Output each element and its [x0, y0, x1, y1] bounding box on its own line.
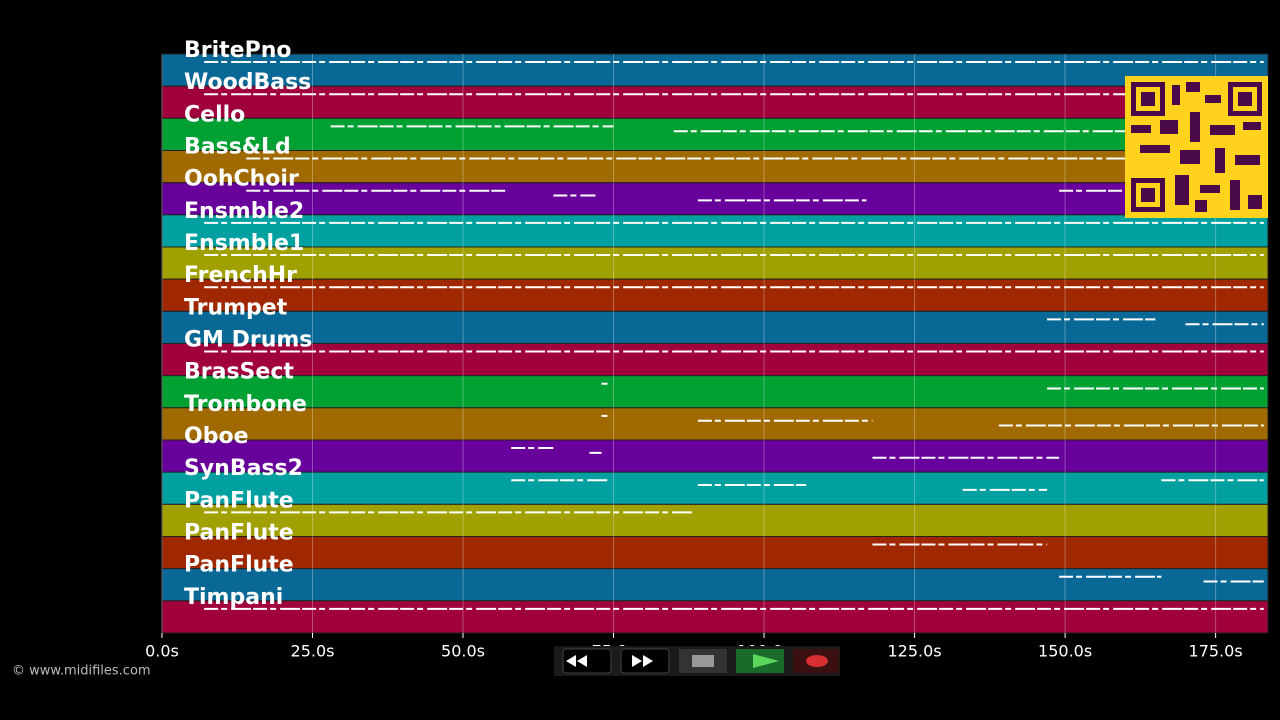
- x-tick-label: 175.0s: [1189, 642, 1243, 661]
- track-name: GM Drums: [184, 328, 312, 353]
- track-band: [161, 407, 1269, 441]
- track-band: [161, 53, 1269, 87]
- track-band: [161, 182, 1269, 216]
- tracks: [161, 53, 1269, 634]
- track-name: BritePno: [184, 38, 292, 63]
- track-name: Ensmble2: [184, 199, 304, 224]
- track-band: [161, 117, 1269, 152]
- x-tick-label: 150.0s: [1038, 642, 1092, 661]
- track-band: [161, 536, 1269, 570]
- track-band: [161, 471, 1269, 505]
- stop-button[interactable]: [679, 649, 727, 673]
- play-button[interactable]: [736, 649, 784, 673]
- qr-code: [1125, 76, 1268, 218]
- track-name: FrenchHr: [184, 263, 297, 288]
- track-band: [161, 568, 1269, 602]
- track-name: SynBass2: [184, 456, 303, 481]
- rewind-button[interactable]: [562, 648, 612, 674]
- track-band: [161, 600, 1269, 634]
- notes: [204, 61, 1264, 610]
- track-name: Oboe: [184, 424, 249, 449]
- track-name: PanFlute: [184, 553, 294, 578]
- record-button[interactable]: [793, 649, 839, 673]
- track-name: OohChoir: [184, 167, 299, 192]
- x-tick-label: 50.0s: [441, 642, 485, 661]
- track-band: [161, 343, 1269, 377]
- track-band: [161, 85, 1269, 119]
- track-band: [161, 310, 1269, 345]
- track-name: Bass&Ld: [184, 135, 291, 160]
- copyright: © www.midifiles.com: [12, 664, 151, 679]
- track-name: Trombone: [184, 392, 307, 417]
- track-band: [161, 439, 1269, 473]
- track-name: WoodBass: [184, 70, 311, 95]
- track-name: BrasSect: [184, 360, 294, 385]
- track-band: [161, 150, 1269, 184]
- track-band: [161, 214, 1269, 248]
- x-tick-label: 125.0s: [888, 642, 942, 661]
- track-name: Cello: [184, 102, 245, 127]
- track-name: Ensmble1: [184, 231, 304, 256]
- labels: BritePno WoodBass Cello Bass&Ld OohChoir Ensm…: [184, 38, 312, 610]
- transport-controls: [554, 646, 840, 676]
- track-band: [161, 278, 1269, 312]
- x-tick-label: 0.0s: [145, 642, 179, 661]
- track-name: PanFlute: [184, 521, 294, 546]
- track-name: Trumpet: [184, 295, 288, 320]
- x-tick-label: 25.0s: [291, 642, 335, 661]
- track-name: PanFlute: [184, 488, 294, 513]
- forward-button[interactable]: [620, 648, 670, 674]
- track-band: [161, 503, 1269, 538]
- track-band: [161, 375, 1269, 409]
- track-band: [161, 246, 1269, 280]
- track-name: Timpani: [184, 585, 283, 610]
